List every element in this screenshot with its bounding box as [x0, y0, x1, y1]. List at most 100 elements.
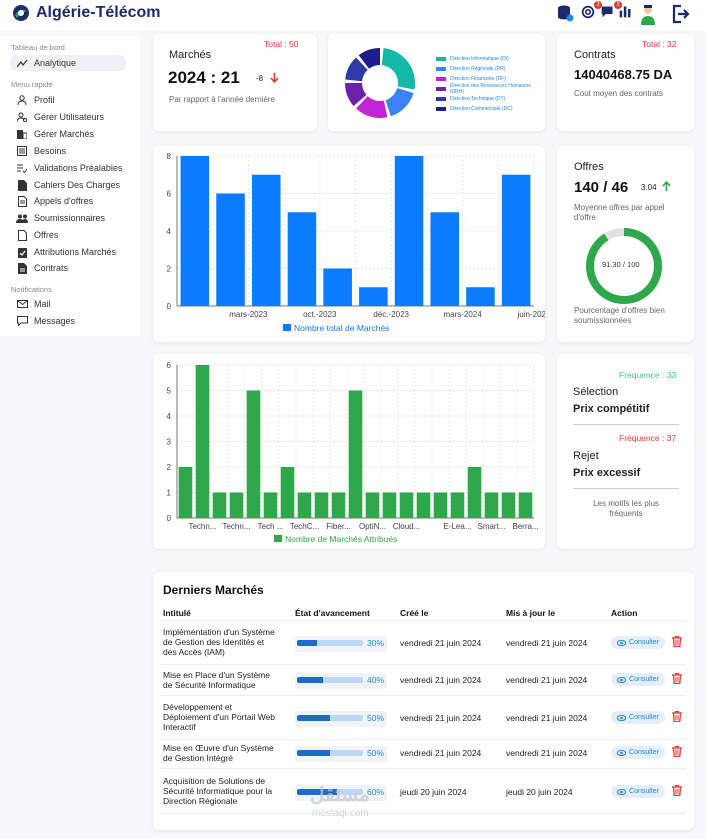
- bar[interactable]: [433, 492, 448, 519]
- donut-legend-item: Direction Informatique (DI): [436, 55, 509, 62]
- bar[interactable]: [229, 492, 244, 519]
- delete-icon[interactable]: [672, 711, 682, 722]
- sidebar-item-soumissionnaires[interactable]: Soumissionnaires: [16, 210, 132, 226]
- bar[interactable]: [297, 492, 312, 519]
- y-tick-label: 8: [167, 152, 172, 161]
- bar[interactable]: [484, 492, 499, 519]
- bar[interactable]: [212, 492, 227, 519]
- sidebar-item-offres[interactable]: Offres: [16, 227, 132, 243]
- attributions-bar-chart: 0 1 2 3 4 5 6 Techn... Techn... Tech ... TechC... F…: [167, 361, 539, 544]
- donut-slice[interactable]: [345, 57, 368, 82]
- created-date: vendredi 21 juin 2024: [400, 638, 482, 648]
- bar[interactable]: [501, 174, 531, 306]
- bar[interactable]: [178, 467, 193, 518]
- sidebar-item-analytique[interactable]: Analytique: [10, 55, 126, 71]
- sidebar-item-messages[interactable]: Messages: [16, 313, 132, 329]
- sidebar-item-mail[interactable]: Mail: [16, 296, 132, 312]
- bar[interactable]: [394, 156, 424, 306]
- row-divider: [161, 664, 686, 665]
- sidebar-item-appels[interactable]: Appels d'offres: [16, 193, 132, 209]
- donut-slice[interactable]: [356, 96, 388, 118]
- x-tick-label: OptiN...: [359, 522, 386, 531]
- bar[interactable]: [348, 390, 363, 519]
- updated-date: jeudi 20 juin 2024: [506, 787, 573, 797]
- bar[interactable]: [314, 492, 329, 519]
- bar[interactable]: [323, 268, 352, 307]
- delete-icon[interactable]: [672, 785, 682, 796]
- created-date: vendredi 21 juin 2024: [400, 713, 482, 723]
- bar[interactable]: [416, 492, 431, 519]
- bar[interactable]: [382, 492, 397, 519]
- sidebar-item-label: Attributions Marchés: [34, 247, 117, 257]
- sidebar-item-label: Besoins: [34, 146, 67, 156]
- sidebar-item-gerer-marches[interactable]: Gérer Marchés: [16, 126, 132, 142]
- bar[interactable]: [216, 193, 245, 307]
- sidebar-item-label: Offres: [34, 230, 59, 240]
- delete-icon[interactable]: [672, 673, 682, 684]
- y-tick-label: 2: [167, 463, 172, 472]
- bar[interactable]: [287, 212, 317, 306]
- donut-slice[interactable]: [381, 48, 415, 90]
- database-settings-icon[interactable]: [556, 4, 574, 22]
- at-sign-icon[interactable]: 2: [580, 1, 602, 22]
- bar[interactable]: [430, 212, 460, 306]
- bar[interactable]: [246, 390, 261, 519]
- message-icon[interactable]: 2: [600, 1, 622, 22]
- progress-fill: [297, 789, 337, 795]
- sidebar-item-contrats[interactable]: Contrats: [16, 260, 132, 276]
- bar[interactable]: [263, 492, 278, 519]
- bar[interactable]: [467, 467, 482, 518]
- sidebar-item-profil[interactable]: Profil: [16, 92, 132, 108]
- marches-delta: -8: [256, 74, 264, 83]
- clipboard-check-icon: [16, 246, 28, 258]
- donut-slice[interactable]: [385, 88, 414, 117]
- messages-badge: 2: [614, 1, 622, 9]
- sidebar-item-validations[interactable]: Validations Préalables: [16, 160, 132, 176]
- x-tick-label: Cloud...: [393, 522, 421, 531]
- bar[interactable]: [195, 365, 210, 518]
- bar[interactable]: [466, 287, 495, 306]
- bar[interactable]: [251, 174, 281, 306]
- derniers-marches-card: [153, 572, 694, 830]
- consulter-button[interactable]: Consulter: [611, 785, 665, 798]
- arrow-up-icon: [662, 181, 671, 191]
- attributions-chart-card: 0 1 2 3 4 5 6 Techn... Techn... Tech ... TechC... F…: [153, 354, 545, 549]
- bar[interactable]: [331, 492, 346, 519]
- x-tick-label: déc.-2023: [373, 310, 409, 319]
- selection-frequency: Fréquence : 33: [619, 370, 677, 380]
- donut-slice[interactable]: [358, 48, 380, 69]
- bar[interactable]: [518, 492, 533, 519]
- bar[interactable]: [280, 467, 295, 518]
- x-tick-label: Smart...: [477, 522, 505, 531]
- gauge-fill: [586, 228, 662, 304]
- sidebar-item-besoins[interactable]: Besoins: [16, 143, 132, 159]
- offres-gauge: [586, 228, 662, 304]
- table-title: Derniers Marchés: [163, 583, 264, 597]
- marches-bar-chart: 0 2 4 6 8 mars-2023 oct.-2023 déc.-2023 mars-202…: [167, 152, 545, 333]
- sidebar-item-gerer-utilisateurs[interactable]: Gérer Utilisateurs: [16, 109, 132, 125]
- contrats-subtitle: Cout moyen des contrats: [574, 89, 663, 98]
- marches-subtitle: Par rapport à l'année dernière: [169, 95, 276, 104]
- bar[interactable]: [180, 156, 210, 306]
- bar-chart-icon[interactable]: [618, 4, 636, 22]
- offres-card: Offres 140 / 46 3.04 Moyenne offres par …: [557, 146, 694, 342]
- delete-icon[interactable]: [672, 636, 682, 647]
- bar[interactable]: [501, 492, 516, 519]
- progress-fill: [297, 677, 324, 683]
- logout-icon[interactable]: [672, 4, 690, 24]
- sidebar-item-cahiers[interactable]: Cahiers Des Charges: [16, 177, 132, 193]
- bar[interactable]: [365, 492, 380, 519]
- delete-icon[interactable]: [672, 746, 682, 757]
- user-avatar-icon[interactable]: [638, 4, 658, 26]
- offres-delta: 3.04: [641, 183, 657, 192]
- bar[interactable]: [450, 492, 465, 519]
- donut-slice[interactable]: [345, 83, 367, 106]
- bar[interactable]: [359, 287, 388, 306]
- consulter-button[interactable]: Consulter: [611, 746, 665, 759]
- consulter-button[interactable]: Consulter: [611, 636, 665, 649]
- consulter-button[interactable]: Consulter: [611, 711, 665, 724]
- sidebar-item-attributions[interactable]: Attributions Marchés: [16, 244, 132, 260]
- row-divider: [161, 768, 686, 769]
- consulter-button[interactable]: Consulter: [611, 673, 665, 686]
- bar[interactable]: [399, 492, 414, 519]
